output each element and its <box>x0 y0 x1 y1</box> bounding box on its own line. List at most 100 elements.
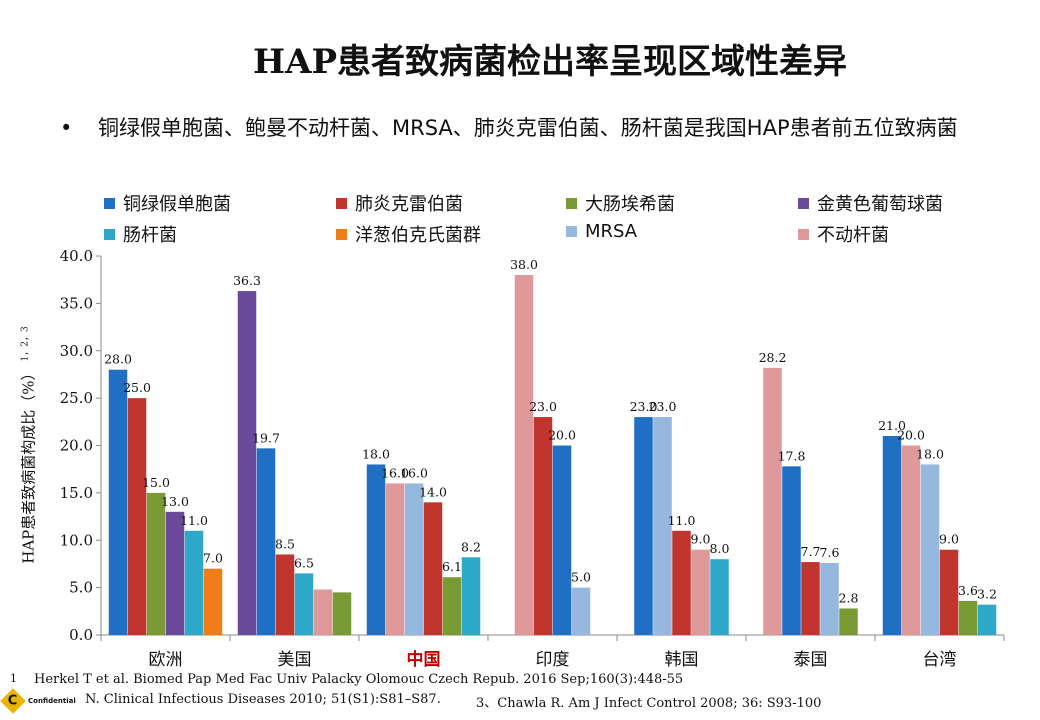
data-label: 6.5 <box>294 555 314 570</box>
category-label: 中国 <box>407 649 441 670</box>
data-label: 23.0 <box>649 399 677 414</box>
bar <box>533 417 553 635</box>
legend-label: 不动杆菌 <box>817 225 889 246</box>
bar <box>108 369 128 635</box>
logo-letter: C <box>8 693 18 709</box>
bar <box>571 587 591 635</box>
data-label: 7.7 <box>801 544 821 559</box>
legend-item: 金黄色葡萄球菌 <box>798 190 943 216</box>
bar <box>939 549 959 635</box>
footnotes: 1 Herkel T et al. Biomed Pap Med Fac Uni… <box>0 670 1040 720</box>
legend-swatch <box>336 228 347 240</box>
data-label: 23.0 <box>630 399 658 414</box>
data-label: 28.2 <box>759 350 787 365</box>
legend-item: 大肠埃希菌 <box>566 190 675 216</box>
y-tick-label: 5.0 <box>69 579 93 597</box>
data-label: 36.3 <box>233 273 261 288</box>
legend-item: 洋葱伯克氏菌群 <box>336 221 481 247</box>
bar <box>552 445 572 635</box>
page-title: HAP患者致病菌检出率呈现区域性差异 <box>252 42 848 82</box>
bar <box>385 483 405 635</box>
bar <box>782 466 801 635</box>
bar <box>820 562 839 635</box>
category-label: 台湾 <box>923 650 957 670</box>
data-label: 16.0 <box>400 465 428 480</box>
data-label: 3.6 <box>958 583 978 598</box>
legend-label: 肺炎克雷伯菌 <box>355 194 463 215</box>
bar <box>653 417 672 635</box>
legend-swatch <box>104 197 115 209</box>
data-label: 8.2 <box>461 539 481 554</box>
confidential-logo: C Confidential <box>0 688 76 714</box>
data-label: 6.1 <box>442 559 462 574</box>
bar <box>165 511 185 635</box>
data-label: 18.0 <box>362 446 390 461</box>
bar <box>294 573 314 635</box>
data-label: 5.0 <box>571 570 591 585</box>
bar <box>958 600 978 635</box>
data-label: 14.0 <box>419 484 447 499</box>
category-label: 印度 <box>536 650 570 670</box>
footnote-1-number: 1 <box>10 672 17 685</box>
legend-swatch <box>566 197 577 209</box>
legend-item: 不动杆菌 <box>798 221 889 247</box>
legend-label: 铜绿假单胞菌 <box>123 194 231 215</box>
legend-label: 金黄色葡萄球菌 <box>817 194 943 215</box>
bar <box>901 445 921 635</box>
legend-swatch <box>798 228 809 240</box>
y-tick-label: 15.0 <box>60 484 93 502</box>
data-label: 7.0 <box>203 551 223 566</box>
data-label: 11.0 <box>180 513 208 528</box>
category-label: 欧洲 <box>149 650 183 670</box>
y-tick-label: 0.0 <box>69 626 93 644</box>
data-label: 7.6 <box>820 545 840 560</box>
data-label: 25.0 <box>123 380 151 395</box>
data-label: 11.0 <box>668 513 696 528</box>
category-label: 泰国 <box>794 650 828 670</box>
legend-item: 铜绿假单胞菌 <box>104 190 231 216</box>
legend-label: 肠杆菌 <box>123 225 177 246</box>
category-label: 韩国 <box>665 650 699 670</box>
data-label: 2.8 <box>839 590 859 605</box>
logo-text: Confidential <box>28 697 76 705</box>
bar <box>514 274 534 635</box>
footnote-1: Herkel T et al. Biomed Pap Med Fac Univ … <box>34 672 684 687</box>
bullet-dot: • <box>60 116 73 140</box>
bar <box>882 436 902 635</box>
bar <box>275 554 295 635</box>
data-label: 16.0 <box>381 465 409 480</box>
data-label: 8.0 <box>710 541 730 556</box>
bar <box>127 398 147 635</box>
bullet-text: 铜绿假单胞菌、鲍曼不动杆菌、MRSA、肺炎克雷伯菌、肠杆菌是我国HAP患者前五位… <box>98 116 958 140</box>
legend-label: MRSA <box>585 221 638 242</box>
bar <box>404 483 424 635</box>
data-label: 8.5 <box>275 536 295 551</box>
bar <box>710 559 729 635</box>
bar <box>691 549 710 635</box>
legend-swatch <box>104 228 115 240</box>
y-tick-label: 25.0 <box>60 389 93 407</box>
bar <box>366 464 386 635</box>
category-label: 美国 <box>278 650 312 670</box>
bar <box>672 530 691 635</box>
bar <box>332 592 352 635</box>
chart-legend: 铜绿假单胞菌 肺炎克雷伯菌 大肠埃希菌 金黄色葡萄球菌肠杆菌 洋葱伯克氏菌群 MRSA 不动… <box>104 190 1004 250</box>
legend-label: 大肠埃希菌 <box>585 194 675 215</box>
bar <box>442 577 462 635</box>
footnote-2: N. Clinical Infectious Diseases 2010; 51… <box>85 692 441 707</box>
data-label: 28.0 <box>104 352 132 367</box>
bar <box>203 568 223 635</box>
data-label: 20.0 <box>548 428 576 443</box>
footnote-3: 3、Chawla R. Am J Infect Control 2008; 36… <box>476 696 822 711</box>
legend-label: 洋葱伯克氏菌群 <box>355 225 481 246</box>
data-label: 3.2 <box>977 587 997 602</box>
y-tick-label: 40.0 <box>60 247 93 265</box>
bar <box>839 608 858 635</box>
legend-swatch <box>336 197 347 209</box>
y-tick-label: 30.0 <box>60 342 93 360</box>
legend-item: 肺炎克雷伯菌 <box>336 190 463 216</box>
y-tick-label: 35.0 <box>60 294 93 312</box>
data-label: 17.8 <box>778 448 806 463</box>
bar <box>801 562 820 635</box>
